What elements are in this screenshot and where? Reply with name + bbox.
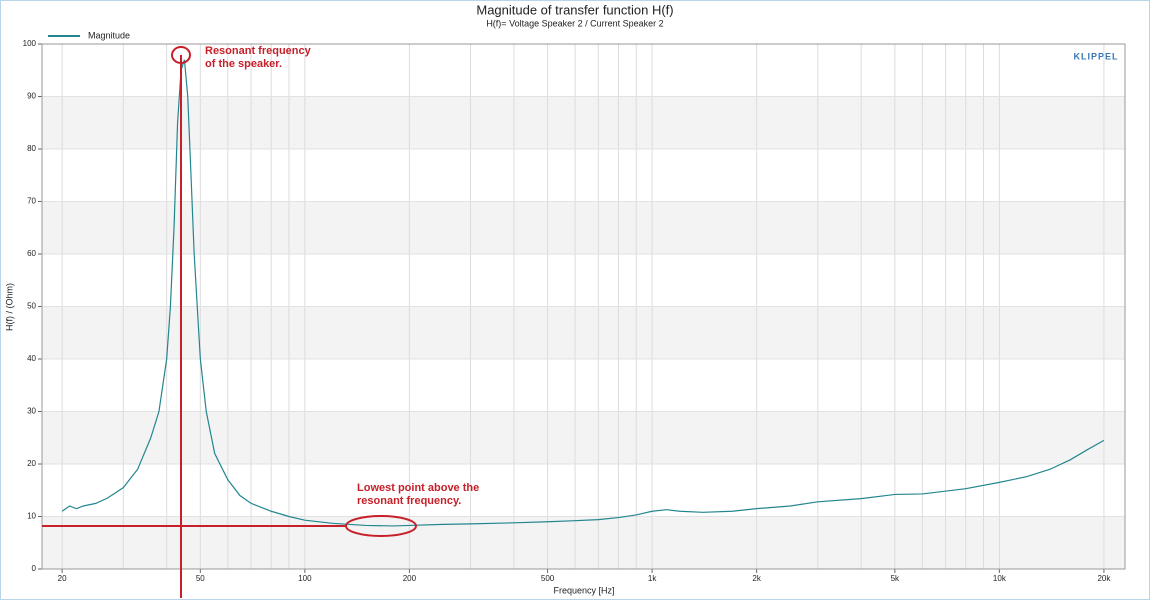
plot-border xyxy=(41,43,1126,570)
y-tick-label: 50 xyxy=(27,302,36,311)
y-axis-label: H(f) / (Ohm) xyxy=(4,283,14,331)
y-tick-label: 20 xyxy=(27,459,36,468)
data-line xyxy=(61,59,1105,527)
chart-subtitle: H(f)= Voltage Speaker 2 / Current Speake… xyxy=(486,18,663,28)
y-tick-label: 90 xyxy=(27,92,36,101)
y-tick-label: 40 xyxy=(27,354,36,363)
x-tick-label: 50 xyxy=(196,574,205,583)
annotation-text: resonant frequency. xyxy=(357,495,461,507)
y-tick-label: 70 xyxy=(27,197,36,206)
annotation-ellipse xyxy=(171,46,191,64)
y-tick-label: 80 xyxy=(27,144,36,153)
x-tick-label: 10k xyxy=(993,574,1007,583)
annotation-text: of the speaker. xyxy=(205,58,282,70)
legend-label: Magnitude xyxy=(88,30,130,40)
logo: KLIPPEL xyxy=(1073,51,1118,61)
x-tick-label: 20k xyxy=(1097,574,1111,583)
grid-band xyxy=(42,201,1125,254)
x-tick-label: 2k xyxy=(752,574,761,583)
x-tick-label: 1k xyxy=(648,574,657,583)
x-tick-label: 100 xyxy=(298,574,312,583)
grid-band xyxy=(42,306,1125,359)
x-tick-label: 200 xyxy=(403,574,417,583)
annotation-text: Resonant frequency xyxy=(205,45,312,57)
grid-band xyxy=(42,516,1125,569)
grid-band xyxy=(42,96,1125,149)
annotation-ellipse xyxy=(345,515,417,537)
x-tick-label: 500 xyxy=(541,574,555,583)
annotation-text: Lowest point above the xyxy=(357,482,479,494)
x-axis-label: Frequency [Hz] xyxy=(553,585,614,595)
x-tick-label: 5k xyxy=(891,574,900,583)
chart-title: Magnitude of transfer function H(f) xyxy=(476,2,673,17)
x-tick-label: 20 xyxy=(58,574,67,583)
y-tick-label: 60 xyxy=(27,249,36,258)
y-tick-label: 30 xyxy=(27,407,36,416)
y-tick-label: 100 xyxy=(23,39,37,48)
y-tick-label: 10 xyxy=(27,512,36,521)
grid-band xyxy=(42,411,1125,464)
y-tick-label: 0 xyxy=(32,564,37,573)
